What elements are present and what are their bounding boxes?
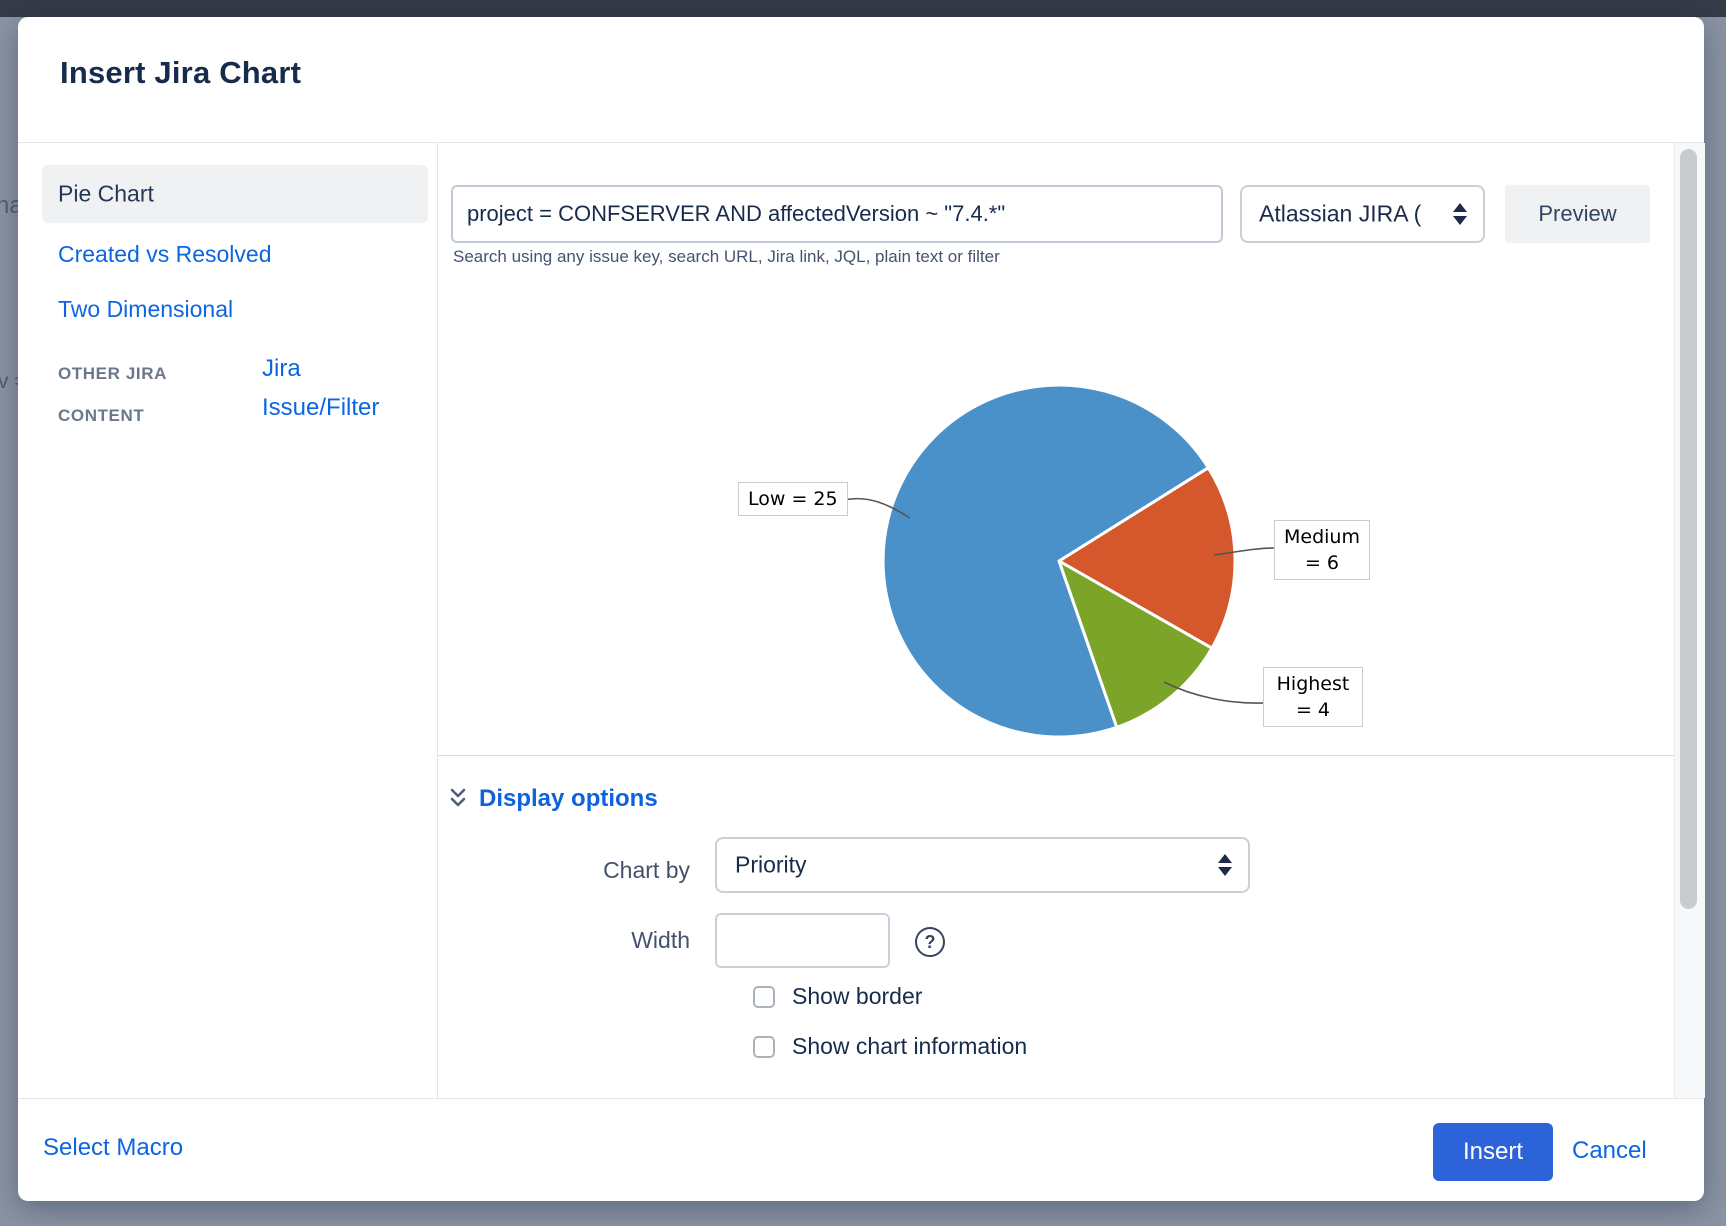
chart-by-label: Chart by (603, 857, 690, 883)
show-chart-information-label: Show chart information (792, 1033, 1028, 1059)
pie-slice-low (881, 383, 1210, 739)
show-chart-information-option[interactable]: Show chart information (753, 1033, 1027, 1060)
show-chart-information-checkbox[interactable] (753, 1035, 775, 1058)
sidebar-item-label: Pie Chart (58, 180, 154, 207)
insert-jira-chart-dialog: Insert Jira Chart Pie Chart Created vs R… (18, 17, 1705, 1201)
pie-label-low: Low = 25 (738, 482, 848, 516)
pie-chart-svg (843, 383, 1275, 739)
sidebar-item-created-vs-resolved[interactable]: Created vs Resolved (58, 241, 272, 267)
label-connector-highest (1163, 681, 1264, 704)
display-options-toggle[interactable]: Display options (447, 785, 658, 813)
content-scrollbar[interactable] (1674, 143, 1705, 1098)
help-icon[interactable]: ? (915, 927, 945, 957)
sidebar-item-pie-chart[interactable]: Pie Chart (42, 165, 428, 223)
sidebar-section-label: OTHER JIRA CONTENT (58, 364, 167, 425)
sidebar-item-jira-issue-filter[interactable]: Jira Issue/Filter (262, 355, 380, 421)
dialog-title: Insert Jira Chart (60, 55, 302, 90)
select-stepper-icon (1218, 854, 1232, 876)
pie-wedges (881, 383, 1237, 739)
chart-by-select[interactable]: Priority (715, 837, 1250, 893)
display-options-divider (438, 755, 1674, 756)
show-border-label: Show border (792, 983, 923, 1009)
label-connector-low (843, 497, 911, 519)
pie-label-medium: Medium = 6 (1274, 520, 1370, 580)
backdrop-top-band (0, 0, 1726, 17)
insert-button[interactable]: Insert (1433, 1123, 1553, 1181)
cancel-link[interactable]: Cancel (1572, 1137, 1647, 1164)
search-help-text: Search using any issue key, search URL, … (453, 247, 1000, 266)
pie-slice-medium (1057, 466, 1237, 650)
header-divider (18, 142, 1704, 143)
select-macro-link[interactable]: Select Macro (43, 1134, 184, 1161)
show-border-option[interactable]: Show border (753, 983, 922, 1010)
pie-chart-preview: Low = 25 Medium = 6 Highest = 4 (620, 340, 1420, 760)
jql-search-input[interactable] (451, 185, 1223, 243)
scrollbar-thumb[interactable] (1680, 149, 1697, 909)
preview-button[interactable]: Preview (1505, 185, 1650, 243)
pie-label-highest: Highest = 4 (1263, 667, 1363, 727)
footer-divider (18, 1098, 1704, 1099)
sidebar-content-divider (437, 143, 438, 1098)
jira-server-select-value: Atlassian JIRA ( (1259, 200, 1422, 227)
width-input[interactable] (715, 913, 890, 968)
chart-by-select-value: Priority (735, 851, 807, 878)
jira-server-select[interactable]: Atlassian JIRA ( (1240, 185, 1485, 243)
width-label: Width (631, 927, 690, 953)
double-chevron-down-icon (450, 788, 466, 807)
show-border-checkbox[interactable] (753, 985, 775, 1008)
label-connector-medium (1213, 547, 1275, 556)
background-text-fragment: ha (0, 192, 23, 219)
sidebar-item-two-dimensional[interactable]: Two Dimensional (58, 296, 234, 322)
display-options-label: Display options (479, 785, 658, 812)
select-stepper-icon (1453, 203, 1467, 225)
